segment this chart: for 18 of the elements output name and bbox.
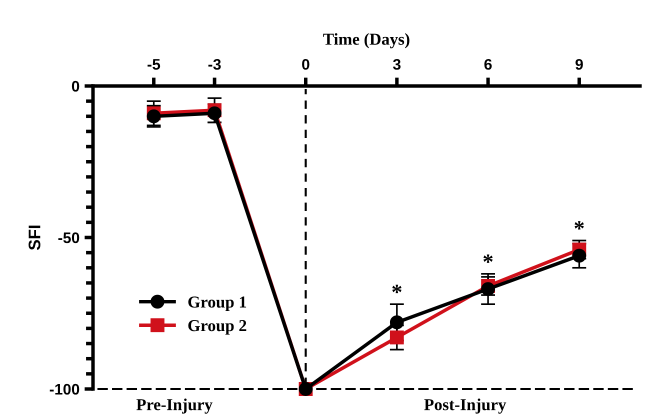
x-tick-label: 0: [302, 58, 310, 70]
x-axis-title: Time (Days): [323, 33, 410, 48]
x-tick-label: 9: [576, 58, 583, 70]
y-axis-title: SFI: [28, 226, 40, 250]
legend-label: Group 2: [188, 320, 246, 335]
text: Post-Injury: [424, 398, 506, 414]
annotation: *: [392, 284, 402, 294]
text: Pre-Injury: [136, 398, 213, 414]
annotation: *: [574, 221, 584, 230]
x-tick-label: 3: [392, 58, 401, 70]
annotation: *: [483, 254, 493, 263]
y-tick-label: 0: [72, 80, 80, 92]
x-tick-label: -3: [208, 58, 221, 70]
y-tick-label: -50: [58, 232, 80, 244]
x-tick-label: 6: [484, 58, 492, 70]
x-tick-label: -5: [148, 59, 160, 70]
legend-label: Group 1: [188, 296, 246, 312]
y-tick-label: -100: [50, 384, 80, 395]
